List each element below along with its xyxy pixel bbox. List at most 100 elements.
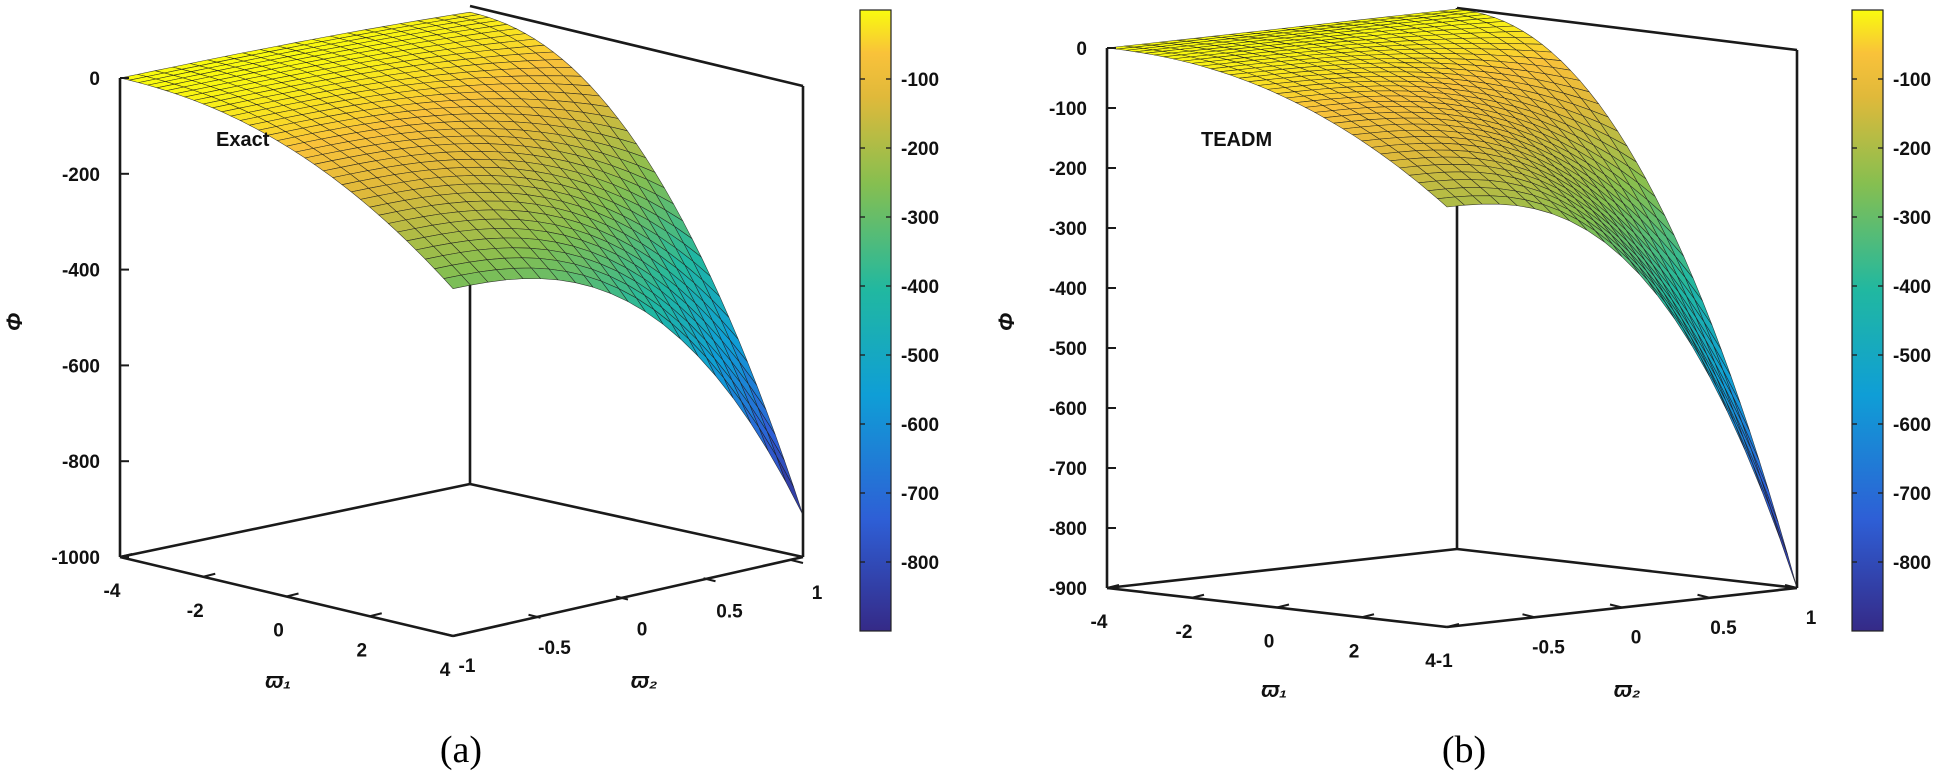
x-tick-label: -4 bbox=[104, 581, 121, 602]
y-tick-mark bbox=[703, 577, 716, 583]
colorbar-tick-label: -500 bbox=[901, 346, 939, 367]
z-tick-label: -200 bbox=[62, 165, 100, 186]
surface-patch bbox=[766, 431, 795, 488]
x-axis-label: ϖ₁ bbox=[1261, 677, 1287, 702]
y-tick-label: 1 bbox=[1806, 608, 1817, 629]
surface-patch bbox=[1436, 196, 1466, 208]
colorbar-tick-label: -800 bbox=[901, 553, 939, 574]
colorbar-tick-label: -300 bbox=[1893, 208, 1931, 229]
y-tick-mark bbox=[1784, 584, 1798, 589]
panel-b: 0-100-200-300-400-500-600-700-800-900-4-… bbox=[994, 6, 1931, 771]
y-tick-label: -1 bbox=[459, 656, 476, 677]
z-tick-label: -500 bbox=[1049, 339, 1087, 360]
z-tick-label: 0 bbox=[1076, 39, 1087, 60]
z-tick-label: -100 bbox=[1049, 99, 1087, 120]
colorbar-tick-label: -300 bbox=[901, 208, 939, 229]
x-axis-label: ϖ₁ bbox=[265, 668, 291, 693]
y-tick-mark bbox=[790, 559, 804, 564]
colorbar-tick-label: -600 bbox=[1893, 415, 1931, 436]
colorbar-tick-label: -100 bbox=[901, 70, 939, 91]
z-tick-label: -200 bbox=[1049, 159, 1087, 180]
panel-a: 0 -200 -400 -600 -800 -1000-4 -2 0 2 4 -1 -0.5 0 0.5 1… bbox=[2, 4, 939, 771]
x-tick-mark bbox=[369, 612, 382, 618]
surface-patch bbox=[443, 274, 472, 290]
colorbar-tick-label: -700 bbox=[1893, 484, 1931, 505]
y-tick-label: -0.5 bbox=[1532, 637, 1565, 658]
ticks-a: 0 -200 -400 -600 -800 -1000-4 -2 0 2 4 -1 -0.5 0 0.5 1 bbox=[51, 69, 822, 681]
top-edge-y bbox=[469, 4, 804, 88]
z-tick-label: -300 bbox=[1049, 219, 1087, 240]
y-tick-label: -0.5 bbox=[538, 638, 571, 659]
colorbar-gradient bbox=[859, 9, 892, 632]
colorbar-tick-label: -700 bbox=[901, 484, 939, 505]
colorbar-tick-label: -100 bbox=[1893, 70, 1931, 91]
axes-box-front-a bbox=[119, 555, 804, 638]
y-axis-line bbox=[452, 555, 804, 638]
y-axis-label: ϖ₂ bbox=[1614, 677, 1641, 702]
colorbar-gradient bbox=[1851, 9, 1884, 632]
x-tick-label: -2 bbox=[1176, 622, 1193, 643]
x-tick-mark bbox=[1446, 623, 1460, 628]
x-tick-label: 2 bbox=[1349, 641, 1360, 662]
colorbar-tick-label: -400 bbox=[1893, 277, 1931, 298]
colorbar-tick-label: -800 bbox=[1893, 553, 1931, 574]
x-tick-label: -4 bbox=[1091, 612, 1108, 633]
x-tick-mark bbox=[452, 632, 466, 637]
y-tick-label: 0.5 bbox=[1710, 618, 1737, 639]
surface-b bbox=[1106, 8, 1798, 589]
x-tick-label: -2 bbox=[187, 601, 204, 622]
x-tick-label: 4 bbox=[440, 660, 451, 681]
colorbar-a: -100 -200 -300 -400 -500 -600 -700 -800 bbox=[859, 9, 939, 632]
surface-patch bbox=[776, 455, 804, 516]
y-tick-label: 0.5 bbox=[716, 601, 743, 622]
y-tick-mark bbox=[1697, 593, 1710, 599]
colorbar-tick-label: -400 bbox=[901, 277, 939, 298]
x-tick-mark bbox=[1361, 613, 1375, 619]
x-tick-label: 4-1 bbox=[1425, 651, 1453, 672]
annotation-teadm: TEADM bbox=[1201, 129, 1272, 151]
colorbar-tick-label: -200 bbox=[1893, 139, 1931, 160]
x-tick-mark bbox=[203, 572, 216, 578]
y-tick-label: 1 bbox=[812, 583, 823, 604]
floor-edge-x bbox=[1106, 547, 1458, 590]
z-tick-label: -800 bbox=[1049, 519, 1087, 540]
panel-label-b: (b) bbox=[1442, 729, 1486, 771]
y-axis-label: ϖ₂ bbox=[631, 668, 658, 693]
ticks-b: 0-100-200-300-400-500-600-700-800-900-4-… bbox=[1049, 39, 1817, 672]
x-tick-mark bbox=[1191, 593, 1205, 599]
floor-edge-x bbox=[119, 482, 471, 559]
z-tick-label: -900 bbox=[1049, 579, 1087, 600]
x-tick-mark bbox=[286, 592, 299, 598]
surface-a bbox=[119, 11, 804, 516]
y-tick-label: 0 bbox=[1631, 628, 1642, 649]
z-tick-label: -400 bbox=[1049, 279, 1087, 300]
y-tick-mark bbox=[440, 632, 454, 637]
colorbar-tick-label: -600 bbox=[901, 415, 939, 436]
y-tick-mark bbox=[528, 613, 541, 619]
z-tick-label: -400 bbox=[62, 261, 100, 282]
z-tick-label: -600 bbox=[1049, 399, 1087, 420]
y-tick-label: 0 bbox=[637, 620, 648, 641]
y-tick-mark bbox=[615, 595, 629, 601]
z-tick-label: -800 bbox=[62, 452, 100, 473]
annotation-exact: Exact bbox=[216, 129, 270, 151]
x-tick-label: 0 bbox=[273, 621, 284, 642]
panel-label-a: (a) bbox=[440, 729, 482, 771]
x-tick-mark bbox=[1106, 584, 1120, 589]
z-axis-label: Φ bbox=[994, 313, 1019, 331]
x-tick-mark bbox=[119, 553, 133, 558]
x-tick-label: 0 bbox=[1264, 632, 1275, 653]
z-tick-label: -700 bbox=[1049, 459, 1087, 480]
floor-edge-y bbox=[1456, 547, 1798, 590]
floor-edge-y bbox=[469, 482, 804, 559]
x-tick-label: 2 bbox=[356, 640, 367, 661]
top-edge-y bbox=[1456, 6, 1798, 52]
x-tick-mark bbox=[1276, 603, 1290, 609]
axes-box-front-b bbox=[1106, 586, 1798, 629]
axes-box-back-b bbox=[1105, 6, 1799, 590]
z-axis-label: Φ bbox=[2, 313, 27, 331]
z-tick-label: 0 bbox=[89, 69, 100, 90]
colorbar-tick-label: -500 bbox=[1893, 346, 1931, 367]
